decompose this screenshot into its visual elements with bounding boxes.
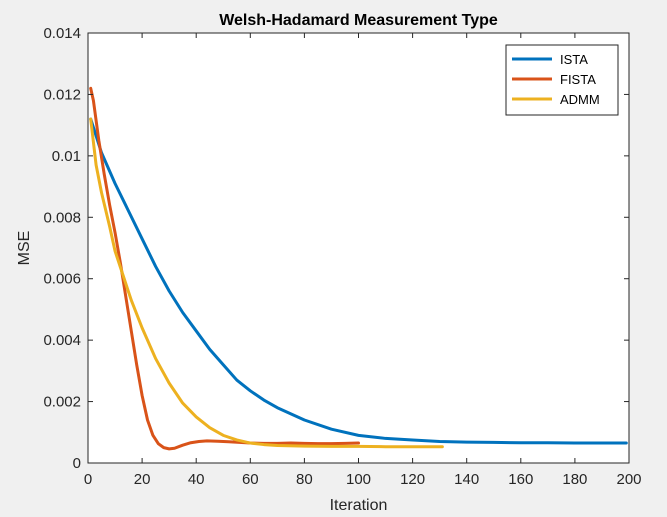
legend-label-fista: FISTA xyxy=(560,72,596,87)
series-line-ista xyxy=(89,117,628,445)
y-tick-label: 0.014 xyxy=(43,25,81,42)
series-line-fista xyxy=(89,86,360,451)
legend: ISTA FISTA ADMM xyxy=(505,44,619,116)
y-tick-label: 0.012 xyxy=(43,86,81,103)
y-tick-label: 0.008 xyxy=(43,209,81,226)
legend-label-ista: ISTA xyxy=(560,52,588,67)
x-tick-label: 100 xyxy=(346,471,371,488)
x-tick-label: 160 xyxy=(508,471,533,488)
x-axis-title: Iteration xyxy=(330,497,388,514)
legend-label-admm: ADMM xyxy=(560,92,600,107)
series-layer xyxy=(89,86,628,451)
x-tick-label: 80 xyxy=(296,471,313,488)
x-tick-label: 200 xyxy=(616,471,641,488)
ticks-layer: 0 20 40 60 80 100 120 140 160 180 200 0 0.002 0.004 0.… xyxy=(43,25,641,488)
y-tick-label: 0.006 xyxy=(43,271,81,288)
chart-title: Welsh-Hadamard Measurement Type xyxy=(219,12,498,29)
y-tick-label: 0.004 xyxy=(43,332,81,349)
x-tick-label: 140 xyxy=(454,471,479,488)
x-tick-label: 60 xyxy=(242,471,259,488)
y-tick-label: 0.01 xyxy=(52,148,81,165)
x-tick-label: 0 xyxy=(84,471,92,488)
x-tick-label: 40 xyxy=(188,471,205,488)
x-tick-label: 180 xyxy=(562,471,587,488)
y-tick-label: 0 xyxy=(73,455,81,472)
x-tick-label: 20 xyxy=(134,471,151,488)
y-tick-label: 0.002 xyxy=(43,394,81,411)
x-tick-label: 120 xyxy=(400,471,425,488)
y-axis-title: MSE xyxy=(16,231,33,266)
series-line-admm xyxy=(89,117,444,449)
